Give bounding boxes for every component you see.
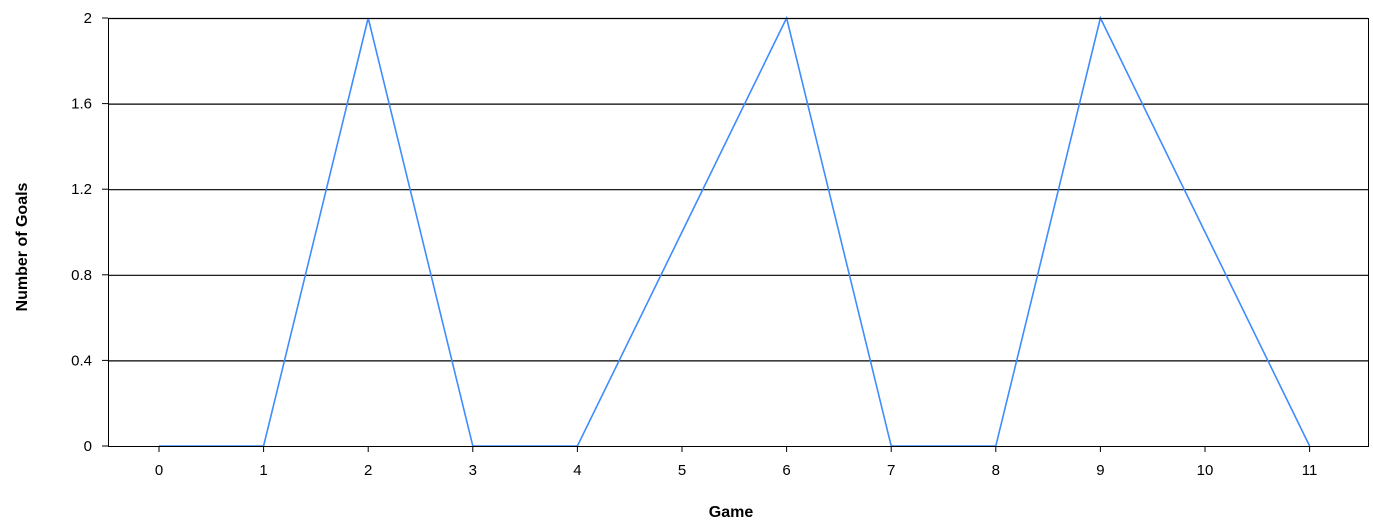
y-tick-label: 2 — [84, 10, 92, 27]
x-tick-label: 2 — [364, 462, 372, 479]
x-tick-label: 10 — [1197, 462, 1214, 479]
x-tick-label: 3 — [469, 462, 477, 479]
x-tick-label: 11 — [1302, 462, 1318, 479]
y-axis-ticks: 0 0.4 0.8 1.2 1.6 2 — [71, 10, 108, 455]
x-tick-label: 6 — [782, 462, 790, 479]
x-tick-label: 0 — [155, 462, 163, 479]
plot-border — [108, 18, 1369, 447]
y-tick-label: 0.8 — [71, 267, 92, 284]
x-tick-label: 4 — [573, 462, 581, 479]
series-lines — [159, 15, 1311, 447]
x-axis-ticks: 0 1 2 3 4 5 6 7 8 9 10 11 — [155, 446, 1318, 479]
x-tick-label: 8 — [992, 462, 1000, 479]
x-tick-label: 5 — [678, 462, 686, 479]
series-line-0 — [159, 15, 1311, 447]
y-tick-label: 0 — [84, 438, 92, 455]
x-axis-title: Game — [709, 504, 754, 521]
y-axis-title: Number of Goals — [14, 182, 31, 311]
y-tick-label: 0.4 — [71, 352, 92, 369]
plot-frame — [108, 18, 1369, 447]
x-tick-label: 1 — [259, 462, 267, 479]
y-tick-label: 1.2 — [71, 181, 92, 198]
y-tick-label: 1.6 — [71, 96, 92, 113]
x-tick-label: 7 — [887, 462, 895, 479]
x-tick-label: 9 — [1096, 462, 1104, 479]
